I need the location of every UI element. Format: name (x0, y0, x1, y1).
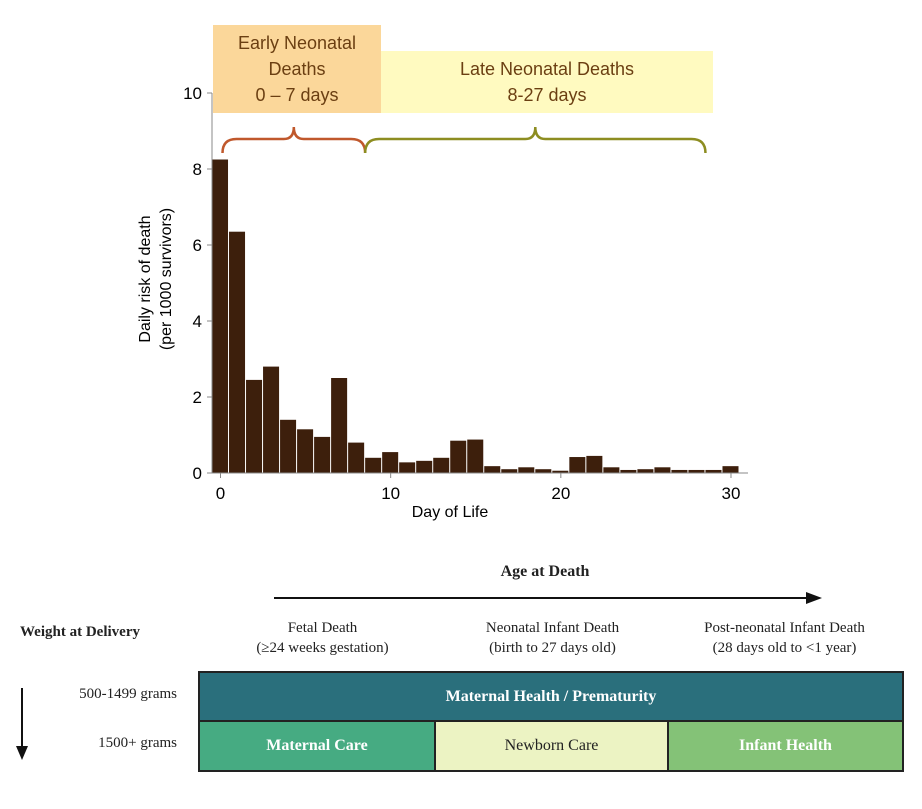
bar-day-8 (348, 442, 365, 473)
bar-day-14 (450, 440, 467, 473)
fetal-death-header: Fetal Death (≥24 weeks gestation) (215, 618, 430, 658)
period-brace (363, 126, 707, 154)
period-box (213, 25, 381, 113)
bar-day-2 (246, 379, 263, 473)
daily-risk-bar-chart: Early Neonatal Deaths 0 – 7 days Late Neona… (137, 25, 748, 521)
period-title: Neonatal Infant Death (485, 620, 620, 636)
x-tick-label: 20 (551, 484, 570, 503)
y-tick-label: 4 (193, 312, 202, 331)
bar-day-20 (552, 470, 569, 473)
period-title: Post-neonatal Infant Death (704, 620, 865, 636)
bar-day-11 (399, 462, 416, 473)
y-tick-label: 0 (193, 464, 202, 483)
bar-day-16 (484, 466, 501, 473)
bar-day-10 (382, 452, 399, 473)
weight-row-label-1500-plus: 1500+ grams (98, 735, 177, 751)
period-label-line: Early Neonatal (238, 33, 356, 53)
bar-day-23 (603, 467, 620, 473)
bar-day-15 (467, 439, 484, 473)
bar-day-13 (433, 457, 450, 473)
period-subtitle: (28 days old to <1 year) (712, 640, 857, 656)
age-at-death-label: Age at Death (500, 563, 590, 580)
x-tick-label: 10 (381, 484, 400, 503)
weight-at-delivery-label: Weight at Delivery (20, 624, 140, 640)
period-subtitle: (≥24 weeks gestation) (256, 640, 389, 656)
period-brace (221, 126, 367, 154)
infant-health-band: Infant Health (667, 720, 904, 772)
y-tick-label: 8 (193, 160, 202, 179)
bar-day-5 (297, 429, 314, 473)
y-tick-label: 6 (193, 236, 202, 255)
period-subtitle: (birth to 27 days old) (489, 640, 616, 656)
bar-day-28 (688, 469, 705, 473)
bar-day-9 (365, 457, 382, 473)
period-title: Fetal Death (287, 620, 358, 636)
bar-day-17 (501, 469, 518, 473)
period-box (381, 51, 713, 113)
maternal-health-prematurity-band: Maternal Health / Prematurity (198, 671, 904, 722)
bar-day-26 (654, 467, 671, 473)
x-tick-label: 30 (722, 484, 741, 503)
y-axis-title-line: Daily risk of death (137, 215, 154, 342)
period-label-line: Deaths (268, 59, 325, 79)
period-label-line: 0 – 7 days (255, 85, 338, 105)
bar-day-24 (620, 469, 637, 473)
bar-day-18 (518, 467, 535, 473)
bar-day-29 (705, 469, 722, 473)
bar-day-4 (280, 419, 297, 473)
bar-series (212, 159, 739, 473)
chart-axes: 0 2 4 6 8 10 0 10 20 30 Day of Life Daily risk of d… (137, 84, 748, 521)
y-axis-title-line: (per 1000 survivors) (158, 208, 175, 350)
newborn-care-band: Newborn Care (434, 720, 669, 772)
bar-day-6 (314, 436, 331, 473)
bar-day-3 (263, 366, 280, 473)
y-tick-label: 2 (193, 388, 202, 407)
bar-day-19 (535, 469, 552, 473)
bar-day-22 (586, 455, 603, 473)
y-tick-label: 10 (183, 84, 202, 103)
bar-day-21 (569, 457, 586, 473)
x-axis-title: Day of Life (412, 504, 489, 521)
bar-day-1 (229, 231, 246, 473)
neonatal-infant-death-header: Neonatal Infant Death (birth to 27 days … (440, 618, 665, 658)
bar-day-0 (212, 159, 229, 473)
period-label-line: 8-27 days (507, 85, 586, 105)
maternal-care-band: Maternal Care (198, 720, 436, 772)
neonatal-period-annotations: Early Neonatal Deaths 0 – 7 days Late Neona… (213, 25, 713, 154)
bar-day-12 (416, 460, 433, 473)
x-tick-label: 0 (216, 484, 225, 503)
weight-row-label-500-1499: 500-1499 grams (79, 686, 177, 702)
y-axis-title: Daily risk of death (per 1000 survivors) (137, 208, 175, 350)
weight-down-arrow-icon (16, 688, 28, 760)
period-label-line: Late Neonatal Deaths (460, 59, 634, 79)
bar-day-27 (671, 469, 688, 473)
post-neonatal-infant-death-header: Post-neonatal Infant Death (28 days old … (672, 618, 897, 658)
age-arrow-icon (274, 592, 822, 604)
bar-day-25 (637, 469, 654, 473)
bar-day-30 (722, 466, 739, 473)
bar-day-7 (331, 378, 348, 473)
